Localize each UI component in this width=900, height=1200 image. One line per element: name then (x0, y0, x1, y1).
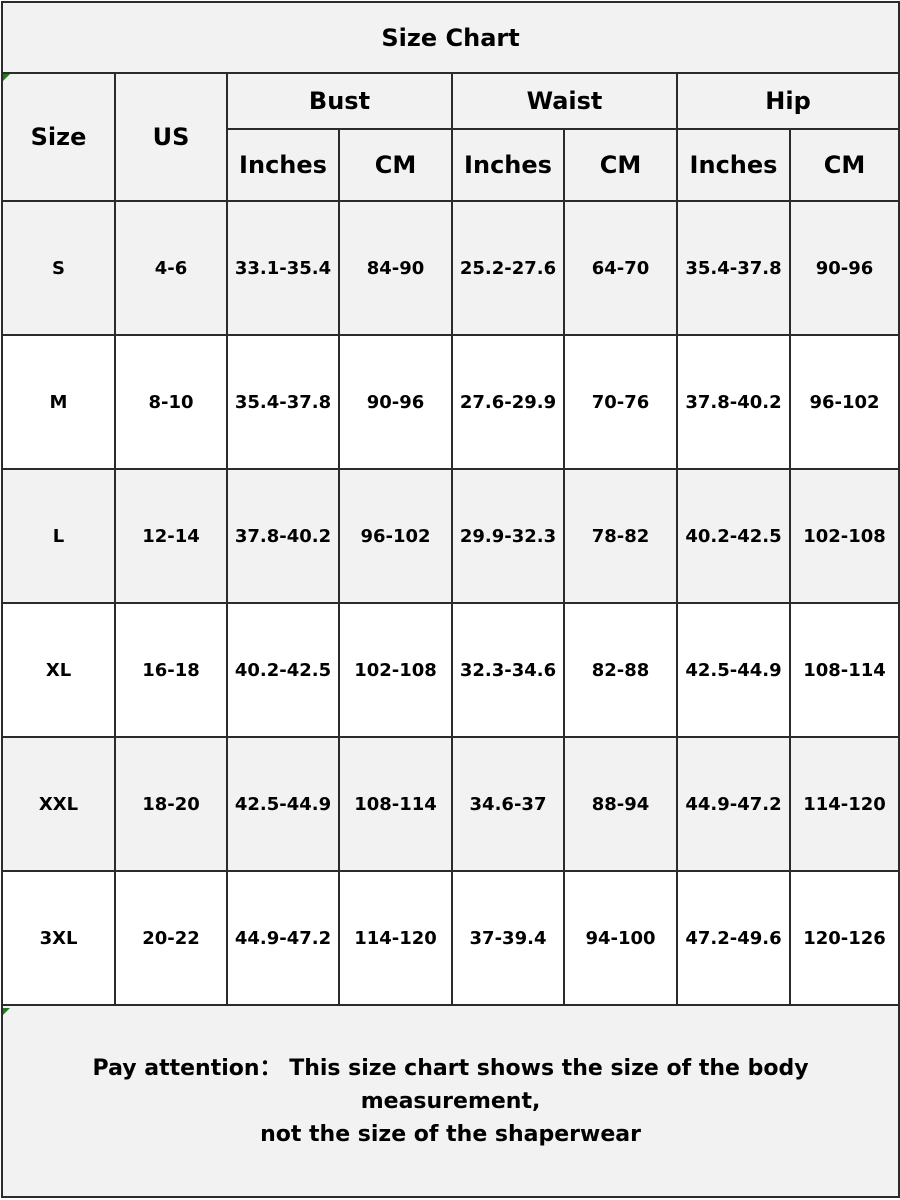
bust-cm-cell: 102-108 (338, 602, 453, 738)
bust-inches-cell: 44.9-47.2 (226, 870, 340, 1006)
bust-inches-cell: 33.1-35.4 (226, 200, 340, 336)
bust-inches-cell: 40.2-42.5 (226, 602, 340, 738)
header-bust-cm: CM (338, 128, 453, 202)
waist-inches-cell: 37-39.4 (451, 870, 565, 1006)
bust-cm-cell: 90-96 (338, 334, 453, 470)
bust-cm-cell: 108-114 (338, 736, 453, 872)
size-cell: L (1, 468, 116, 604)
header-hip-cm: CM (788, 128, 900, 202)
hip-inches-cell: 35.4-37.8 (676, 200, 791, 336)
table-row: L 12-14 37.8-40.2 96-102 29.9-32.3 78-82 40.2-… (1, 468, 900, 604)
waist-cm-cell: 78-82 (563, 468, 678, 604)
us-cell: 4-6 (114, 200, 228, 336)
chart-title: Size Chart (0, 1, 900, 74)
waist-cm-cell: 88-94 (563, 736, 678, 872)
hip-cm-cell: 102-108 (788, 468, 900, 604)
note-line-1: Pay attention： This size chart shows the… (92, 1055, 809, 1114)
hip-cm-cell: 90-96 (788, 200, 900, 336)
us-cell: 8-10 (114, 334, 228, 470)
bust-inches-cell: 42.5-44.9 (226, 736, 340, 872)
table-row: S 4-6 33.1-35.4 84-90 25.2-27.6 64-70 35.4-37.… (1, 200, 900, 336)
table-row: M 8-10 35.4-37.8 90-96 27.6-29.9 70-76 37.8-40… (1, 334, 900, 470)
waist-cm-cell: 70-76 (563, 334, 678, 470)
hip-cm-cell: 96-102 (788, 334, 900, 470)
waist-inches-cell: 27.6-29.9 (451, 334, 565, 470)
hip-inches-cell: 40.2-42.5 (676, 468, 791, 604)
note-line-2: not the size of the shaperwear (260, 1121, 641, 1147)
waist-cm-cell: 64-70 (563, 200, 678, 336)
note: Pay attention： This size chart shows the… (0, 1004, 900, 1198)
waist-inches-cell: 34.6-37 (451, 736, 565, 872)
waist-inches-cell: 25.2-27.6 (451, 200, 565, 336)
table-row: 3XL 20-22 44.9-47.2 114-120 37-39.4 94-100 47.… (1, 870, 900, 1006)
bust-inches-cell: 37.8-40.2 (226, 468, 340, 604)
cell-marker-icon (3, 74, 10, 81)
header-us: US (114, 72, 228, 202)
us-cell: 12-14 (114, 468, 228, 604)
size-cell: M (1, 334, 116, 470)
size-cell: XL (1, 602, 116, 738)
bust-cm-cell: 84-90 (338, 200, 453, 336)
us-cell: 18-20 (114, 736, 228, 872)
size-cell: XXL (1, 736, 116, 872)
hip-inches-cell: 37.8-40.2 (676, 334, 791, 470)
header-bust-inches: Inches (226, 128, 340, 202)
table-row: XXL 18-20 42.5-44.9 108-114 34.6-37 88-94 44.9… (1, 736, 900, 872)
waist-inches-cell: 29.9-32.3 (451, 468, 565, 604)
header-waist-cm: CM (563, 128, 678, 202)
hip-inches-cell: 44.9-47.2 (676, 736, 791, 872)
header-size: Size (1, 72, 116, 202)
size-cell: S (1, 200, 116, 336)
hip-cm-cell: 120-126 (788, 870, 900, 1006)
header-waist: Waist (451, 72, 678, 130)
table-row: XL 16-18 40.2-42.5 102-108 32.3-34.6 82-88 42.… (1, 602, 900, 738)
hip-inches-cell: 47.2-49.6 (676, 870, 791, 1006)
header-bust: Bust (226, 72, 453, 130)
waist-cm-cell: 82-88 (563, 602, 678, 738)
us-cell: 16-18 (114, 602, 228, 738)
cell-marker-icon (3, 1008, 10, 1015)
bust-inches-cell: 35.4-37.8 (226, 334, 340, 470)
waist-cm-cell: 94-100 (563, 870, 678, 1006)
size-cell: 3XL (1, 870, 116, 1006)
hip-cm-cell: 114-120 (788, 736, 900, 872)
header-hip-inches: Inches (676, 128, 791, 202)
header-hip: Hip (675, 72, 900, 130)
bust-cm-cell: 114-120 (338, 870, 453, 1006)
hip-cm-cell: 108-114 (788, 602, 900, 738)
bust-cm-cell: 96-102 (338, 468, 453, 604)
us-cell: 20-22 (114, 870, 228, 1006)
waist-inches-cell: 32.3-34.6 (451, 602, 565, 738)
header-waist-inches: Inches (451, 128, 565, 202)
hip-inches-cell: 42.5-44.9 (676, 602, 791, 738)
